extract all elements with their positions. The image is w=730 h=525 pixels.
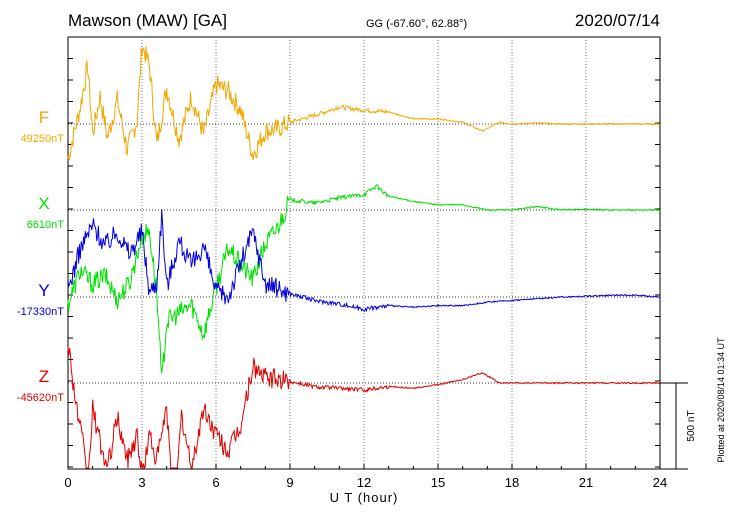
x-tick-label: 21 [579, 475, 593, 490]
baseline-value-y: -17330nT [17, 306, 64, 318]
component-label-z: Z [39, 367, 49, 386]
baseline-value-z: -45620nT [17, 392, 64, 404]
series-line-y [67, 209, 661, 313]
series-line-x [67, 184, 661, 374]
component-label-y: Y [38, 281, 49, 300]
series-group [67, 46, 661, 470]
series-line-z [67, 346, 661, 470]
x-tick-label: 24 [653, 475, 667, 490]
plotted-at-note: Plotted at 2020/08/14 01:34 UT [716, 337, 726, 463]
grid-lines [68, 37, 660, 469]
component-label-f: F [39, 108, 49, 127]
scale-bar-label: 500 nT [686, 410, 697, 441]
x-tick-label: 12 [357, 475, 371, 490]
x-tick-label: 9 [286, 475, 293, 490]
x-tick-label: 0 [64, 475, 71, 490]
date-label: 2020/07/14 [575, 11, 660, 30]
baseline-value-f: 49250nT [21, 133, 65, 145]
component-label-x: X [38, 194, 49, 213]
axis-ticks: 0 3 6 9 12 15 18 21 24 [64, 58, 667, 490]
x-tick-label: 3 [138, 475, 145, 490]
station-title: Mawson (MAW) [GA] [68, 11, 227, 30]
scale-bar: 500 nT [660, 382, 697, 470]
x-axis-label: U T (hour) [330, 490, 399, 505]
coordinates-label: GG (-67.60°, 62.88°) [366, 18, 467, 30]
x-tick-label: 18 [505, 475, 519, 490]
baseline-value-x: 6610nT [27, 219, 65, 231]
x-tick-label: 15 [431, 475, 445, 490]
component-labels: F 49250nT X 6610nT Y -17330nT Z -45620nT [17, 108, 64, 404]
x-tick-label: 6 [212, 475, 219, 490]
series-line-f [67, 46, 660, 161]
